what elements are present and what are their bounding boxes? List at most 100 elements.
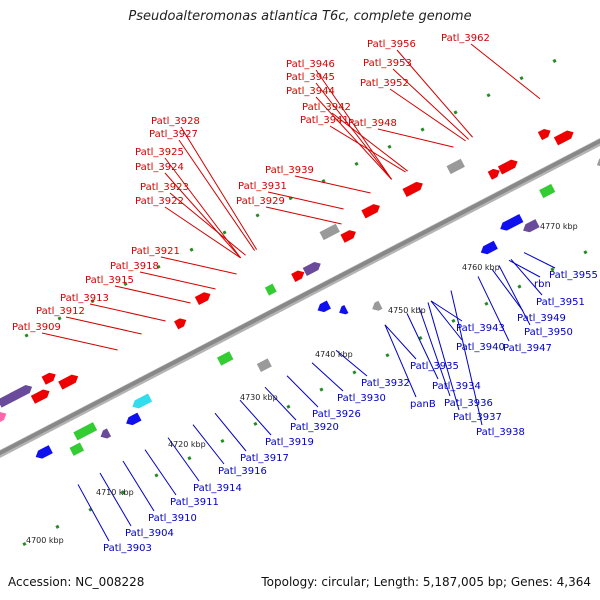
gene-label-lower: Patl_3926 <box>312 409 361 420</box>
gene-block <box>30 389 50 404</box>
gene-block <box>553 130 574 146</box>
leader-line <box>214 412 247 452</box>
gene-block <box>73 422 98 441</box>
scale-label: 4750 kbp <box>388 306 426 315</box>
tick-mark <box>552 58 557 63</box>
leader-line <box>77 484 110 542</box>
tick-mark <box>352 370 357 375</box>
gene-label-lower: Patl_3936 <box>444 398 493 409</box>
gene-arrow <box>339 304 349 315</box>
tick-mark <box>583 250 588 255</box>
gene-block <box>497 159 518 175</box>
gene-label-lower: Patl_3920 <box>290 422 339 433</box>
tick-mark <box>220 439 225 444</box>
gene-block <box>126 412 142 426</box>
tick-mark <box>121 490 126 495</box>
gene-arrow <box>553 130 574 146</box>
gene-label-lower: rbn <box>534 279 551 290</box>
gene-arrow <box>487 168 500 180</box>
gene-label-upper: Patl_3921 <box>131 246 180 257</box>
leader-line <box>311 362 344 392</box>
leader-line <box>384 324 417 398</box>
gene-arrow <box>523 219 540 233</box>
leader-line <box>169 192 246 256</box>
gene-block <box>41 372 56 385</box>
gene-arrow <box>41 372 56 385</box>
scale-label: 4760 kbp <box>462 263 500 272</box>
gene-label-upper: Patl_3956 <box>367 39 416 50</box>
tick-mark <box>519 76 524 81</box>
gene-block <box>487 168 500 180</box>
leader-line <box>267 191 344 210</box>
gene-box <box>264 283 277 296</box>
gene-label-upper: Patl_3939 <box>265 165 314 176</box>
gene-block <box>317 300 331 313</box>
gene-block <box>372 300 383 311</box>
gene-label-lower: Patl_3916 <box>218 466 267 477</box>
scale-label: 4700 kbp <box>26 536 64 545</box>
tick-mark <box>222 230 227 235</box>
tick-mark <box>420 127 425 132</box>
gene-box <box>73 422 98 441</box>
backbone-layer <box>0 138 600 458</box>
gene-block <box>539 183 556 199</box>
tick-mark <box>123 281 128 287</box>
leader-line <box>164 157 241 259</box>
genome-summary-text: Topology: circular; Length: 5,187,005 bp… <box>261 575 591 589</box>
gene-box <box>539 183 556 199</box>
gene-label-lower: Patl_3932 <box>361 378 410 389</box>
leader-line <box>239 399 272 436</box>
leader-line <box>65 316 142 335</box>
leader-line <box>265 206 342 225</box>
gene-arrow <box>340 230 356 243</box>
gene-label-upper: Patl_3912 <box>36 306 85 317</box>
gene-block <box>402 181 423 198</box>
gene-arrow <box>317 300 331 313</box>
gene-label-lower: Patl_3904 <box>125 528 174 539</box>
leader-line <box>510 258 543 296</box>
leader-line <box>41 332 118 351</box>
tick-mark <box>154 473 159 478</box>
gene-arrow <box>500 213 524 231</box>
gene-label-layer: Patl_3909 Patl_3912 Patl_3913 Patl_3915 Patl… <box>12 33 598 554</box>
gene-label-lower: Patl_3949 <box>517 313 566 324</box>
gene-box <box>256 358 272 372</box>
tick-mark <box>189 247 194 252</box>
leader-line <box>523 252 556 269</box>
gene-label-lower: Patl_3935 <box>410 361 459 372</box>
tick-mark <box>484 301 489 306</box>
tick-mark <box>321 179 326 184</box>
gene-box <box>69 442 85 456</box>
gene-arrow <box>194 292 211 306</box>
gene-block <box>480 240 498 255</box>
gene-label-upper: Patl_3923 <box>140 182 189 193</box>
gene-arrow <box>30 389 50 404</box>
leader-line <box>286 375 319 408</box>
leader-line <box>427 302 460 411</box>
gene-arrow <box>372 300 383 311</box>
leader-line <box>430 300 463 322</box>
gene-label-upper: Patl_3913 <box>60 293 109 304</box>
gene-block <box>194 292 211 306</box>
gene-label-lower: Patl_3940 <box>456 342 505 353</box>
leader-line <box>315 96 392 180</box>
gene-label-lower: Patl_3919 <box>265 437 314 448</box>
tick-mark <box>286 404 291 409</box>
tick-mark <box>22 541 27 547</box>
tick-mark <box>418 336 423 341</box>
gene-arrow <box>9 385 33 402</box>
gene-label-lower: Patl_3911 <box>170 497 219 508</box>
scale-label: 4740 kbp <box>315 350 353 359</box>
gene-label-lower: Patl_3955 <box>549 270 598 281</box>
scale-label: 4730 kbp <box>240 393 278 402</box>
gene-block <box>302 261 321 276</box>
gene-label-lower: Patl_3950 <box>524 327 573 338</box>
leader-line <box>396 49 473 138</box>
gene-block <box>35 445 53 459</box>
leader-line <box>99 472 132 527</box>
tick-mark <box>451 318 456 323</box>
leader-line <box>392 68 469 140</box>
gene-box <box>446 158 465 175</box>
tick-mark <box>253 421 258 426</box>
